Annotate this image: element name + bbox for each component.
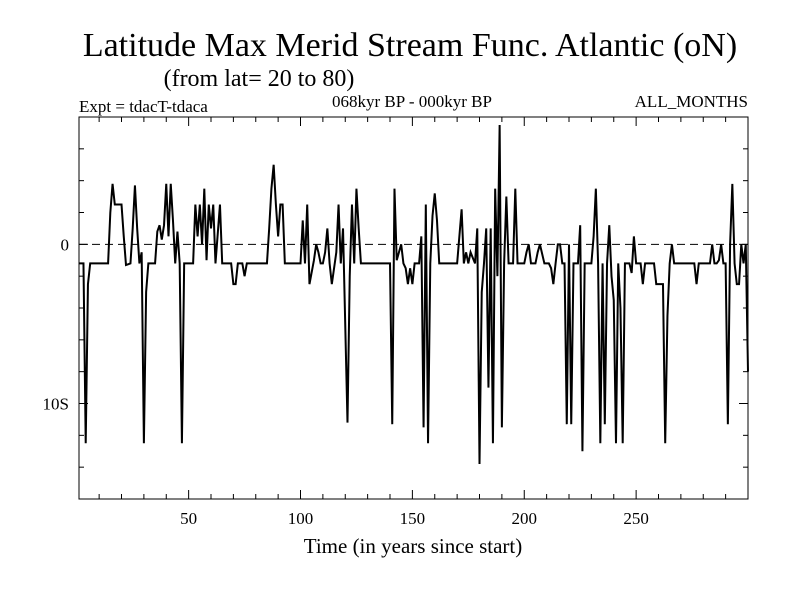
x-axis-title: Time (in years since start) (304, 534, 523, 558)
experiment-label: Expt = tdacT-tdaca (79, 97, 208, 116)
chart-subtitle: (from lat= 20 to 80) (164, 66, 355, 92)
x-tick-label: 150 (400, 509, 426, 528)
x-tick-label: 200 (512, 509, 538, 528)
period-label: 068kyr BP - 000kyr BP (332, 92, 492, 111)
chart-title: Latitude Max Merid Stream Func. Atlantic… (83, 27, 737, 64)
y-tick-label: 10S (43, 395, 69, 414)
x-tick-label: 100 (288, 509, 314, 528)
y-tick-label: 0 (61, 235, 70, 254)
x-tick-label: 250 (623, 509, 649, 528)
months-label: ALL_MONTHS (635, 92, 748, 111)
data-series-line (79, 124, 749, 464)
x-tick-label: 50 (180, 509, 197, 528)
